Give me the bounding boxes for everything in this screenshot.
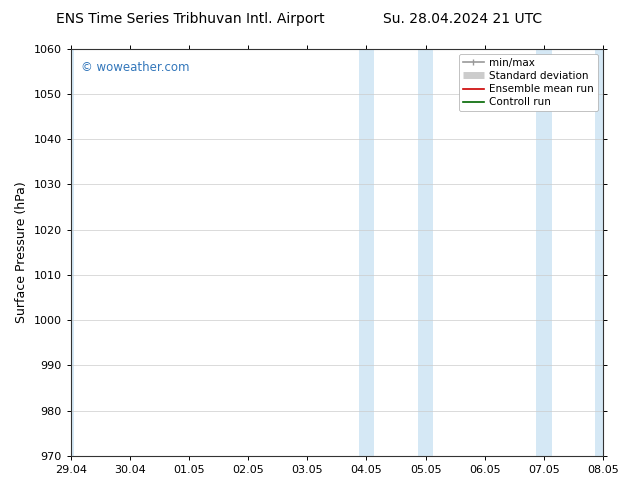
Bar bbox=[68, 49, 74, 456]
Text: Su. 28.04.2024 21 UTC: Su. 28.04.2024 21 UTC bbox=[384, 12, 542, 26]
Bar bbox=[536, 49, 552, 456]
Y-axis label: Surface Pressure (hPa): Surface Pressure (hPa) bbox=[15, 181, 28, 323]
Text: © woweather.com: © woweather.com bbox=[81, 61, 190, 74]
Bar bbox=[359, 49, 374, 456]
Bar bbox=[418, 49, 434, 456]
Legend: min/max, Standard deviation, Ensemble mean run, Controll run: min/max, Standard deviation, Ensemble me… bbox=[459, 54, 598, 112]
Text: ENS Time Series Tribhuvan Intl. Airport: ENS Time Series Tribhuvan Intl. Airport bbox=[56, 12, 325, 26]
Bar bbox=[595, 49, 606, 456]
